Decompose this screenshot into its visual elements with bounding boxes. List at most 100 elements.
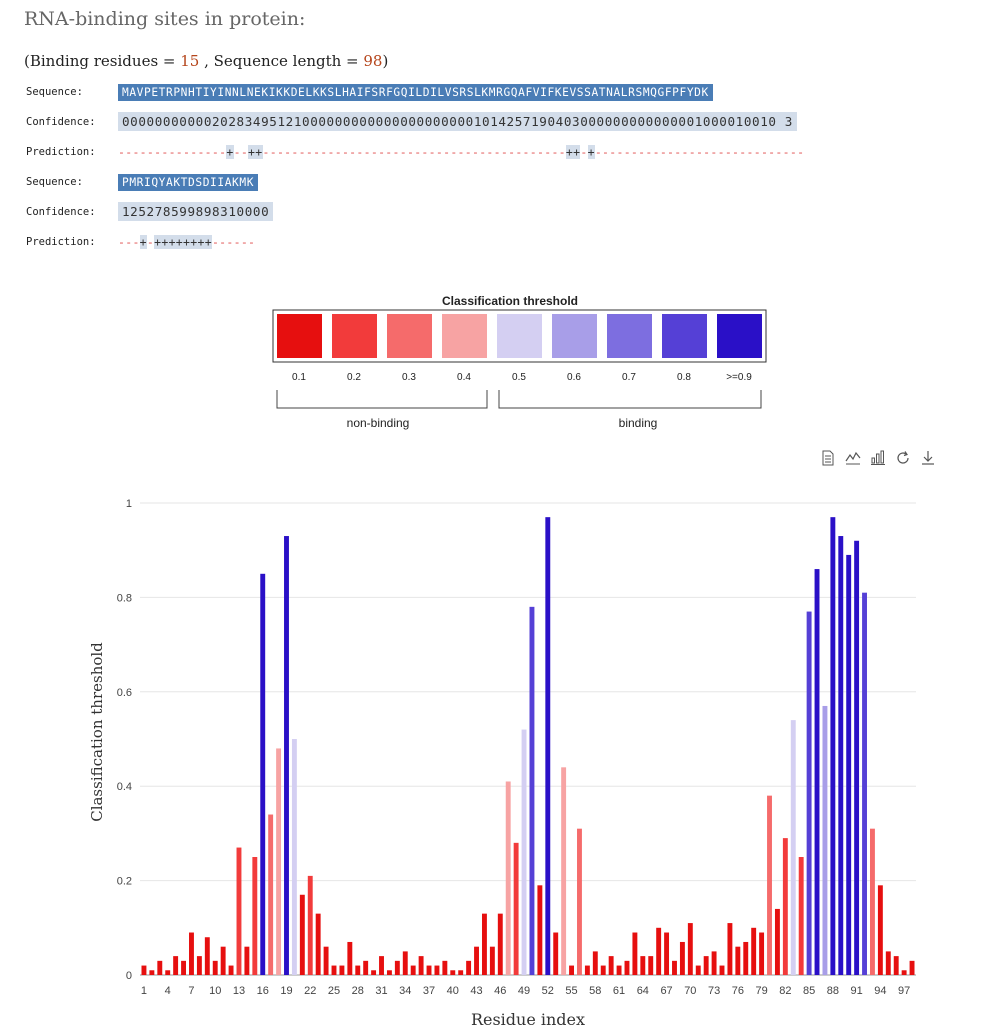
prediction-dash: --- xyxy=(118,235,140,249)
prediction-dash: --------------- xyxy=(118,145,227,159)
x-tick-label: 4 xyxy=(165,985,171,997)
prediction-label: Prediction: xyxy=(26,236,96,248)
x-tick-label: 88 xyxy=(827,985,839,997)
bar xyxy=(743,941,749,975)
bar xyxy=(608,956,614,975)
bar xyxy=(442,960,448,975)
bar xyxy=(299,894,305,975)
bar xyxy=(909,960,915,975)
prediction-dash: ----------------------------- xyxy=(594,145,805,159)
bar xyxy=(157,960,163,975)
y-tick-label: 1 xyxy=(126,498,132,510)
prediction-dash: -- xyxy=(233,145,249,159)
bar xyxy=(790,720,796,975)
sequence-text: MAVPETRPNHTIYINNLNEKIKKDELKKSLHAIFSRFGQI… xyxy=(118,84,713,101)
x-tick-label: 16 xyxy=(257,985,269,997)
summary-prefix: (Binding residues = xyxy=(24,52,181,70)
legend-swatch xyxy=(442,314,487,358)
bar xyxy=(315,913,321,975)
prediction-plus: + xyxy=(139,235,147,249)
line-chart-icon[interactable] xyxy=(845,450,861,466)
y-tick-label: 0.2 xyxy=(117,876,132,888)
bar xyxy=(402,951,408,975)
bar xyxy=(165,970,171,975)
legend-swatch xyxy=(277,314,322,358)
chart-toolbar xyxy=(820,450,936,466)
x-axis-label: Residue index xyxy=(471,1010,585,1029)
bar xyxy=(173,956,179,975)
prediction-label: Prediction: xyxy=(26,146,96,158)
non-binding-label: non-binding xyxy=(347,416,410,430)
bar xyxy=(481,913,487,975)
bar xyxy=(347,941,353,975)
x-tick-label: 67 xyxy=(660,985,672,997)
x-tick-label: 76 xyxy=(732,985,744,997)
bar xyxy=(371,970,377,975)
bar xyxy=(782,838,788,975)
bar xyxy=(418,956,424,975)
summary-suffix: ) xyxy=(382,52,389,70)
download-icon[interactable] xyxy=(920,450,936,466)
bar xyxy=(323,946,329,975)
binding-residues-count: 15 xyxy=(180,52,200,70)
bar xyxy=(854,540,860,975)
bar xyxy=(672,960,677,975)
legend-swatch xyxy=(332,314,377,358)
bar xyxy=(687,923,693,975)
bar xyxy=(379,956,384,975)
bar-chart-icon[interactable] xyxy=(870,450,886,466)
page-title: RNA-binding sites in protein: xyxy=(24,8,306,30)
bar xyxy=(751,927,757,975)
legend-swatches: 0.1 0.2 0.3 0.4 0.5 0.6 0.7 0.8 >=0.9 xyxy=(272,309,767,383)
bar xyxy=(521,729,527,975)
non-binding-bracket xyxy=(276,390,488,409)
bar xyxy=(268,814,274,975)
bar xyxy=(386,970,392,975)
x-axis-ticks: 1 4 7 10 13 16 19 22 25 28 31 34 37 40 43 46 49 52 55 58 61 6… xyxy=(141,985,910,997)
bar xyxy=(838,536,844,975)
y-tick-label: 0.8 xyxy=(117,592,132,604)
bar xyxy=(181,960,187,975)
bar xyxy=(561,767,567,975)
x-tick-label: 97 xyxy=(898,985,910,997)
bar xyxy=(648,956,654,975)
bar xyxy=(846,554,852,975)
bar xyxy=(885,951,891,975)
bar xyxy=(624,960,630,975)
prediction-plus: + xyxy=(226,145,234,159)
bar xyxy=(569,965,575,975)
bar xyxy=(284,536,289,975)
bar xyxy=(711,951,717,975)
x-tick-label: 40 xyxy=(447,985,459,997)
chart-bars xyxy=(141,517,915,975)
bar xyxy=(545,517,551,975)
bar xyxy=(529,606,535,975)
confidence-text: 0000000000020283495121000000000000000000… xyxy=(118,112,797,131)
x-tick-label: 82 xyxy=(779,985,791,997)
x-tick-label: 46 xyxy=(494,985,506,997)
binding-label: binding xyxy=(619,416,658,430)
bar xyxy=(307,875,313,975)
x-tick-label: 22 xyxy=(304,985,316,997)
bar xyxy=(363,960,369,975)
bar xyxy=(466,960,472,975)
legend-swatch-label: 0.5 xyxy=(512,372,526,383)
bar xyxy=(577,828,582,975)
prediction-dash: ------ xyxy=(211,235,256,249)
bar xyxy=(252,857,258,975)
bar xyxy=(537,885,543,975)
bar xyxy=(434,965,440,975)
x-tick-label: 1 xyxy=(141,985,147,997)
document-icon[interactable] xyxy=(820,450,836,466)
legend-swatch xyxy=(662,314,707,358)
bar xyxy=(830,517,836,975)
refresh-icon[interactable] xyxy=(895,450,911,466)
bar xyxy=(410,965,416,975)
bar xyxy=(458,970,464,975)
bar xyxy=(679,941,685,975)
bar xyxy=(695,965,701,975)
x-tick-label: 49 xyxy=(518,985,530,997)
bar xyxy=(901,970,907,975)
legend-swatch-label: 0.7 xyxy=(622,372,636,383)
bar xyxy=(426,965,432,975)
